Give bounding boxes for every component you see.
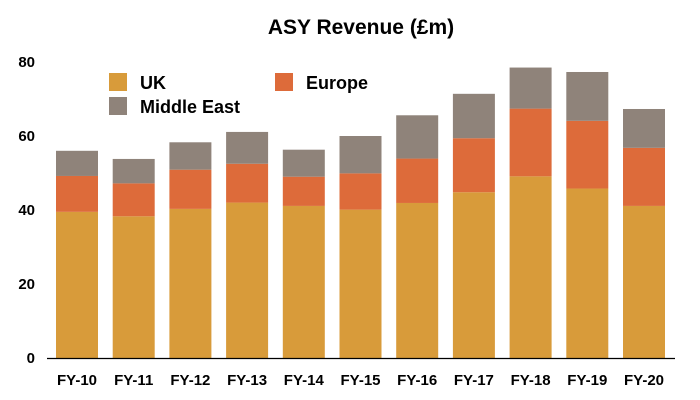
bar-segment-uk (56, 211, 98, 358)
x-tick-label: FY-20 (624, 372, 664, 389)
bar-segment-uk (566, 188, 609, 358)
legend-swatch (109, 73, 127, 91)
bar-segment-uk (623, 205, 665, 358)
x-tick-label: FY-12 (170, 372, 210, 389)
bar-segment-uk (509, 176, 552, 358)
bar-segment-europe (56, 175, 98, 212)
bar-segment-uk (112, 216, 155, 358)
bar-segment-europe (282, 176, 325, 206)
bar-segment-europe (566, 120, 609, 189)
bar-segment-uk (339, 209, 382, 358)
legend-label: Middle East (140, 97, 240, 117)
bar-segment-middle-east (452, 93, 495, 139)
bar-segment-europe (509, 108, 552, 177)
bar-segment-middle-east (566, 71, 609, 121)
bar-segment-europe (452, 138, 495, 193)
bar-segment-uk (396, 202, 439, 358)
x-tick-label: FY-10 (57, 372, 97, 389)
x-tick-label: FY-14 (284, 372, 325, 389)
x-axis-ticks: FY-10 FY-11 FY-12 FY-13 FY-14 FY-15 FY-16 FY-17… (57, 372, 664, 389)
y-axis-ticks: 0 20 40 60 80 (18, 54, 35, 367)
bar-segment-europe (112, 183, 155, 217)
bar-segment-middle-east (226, 131, 269, 164)
bar-segment-europe (226, 163, 269, 203)
bar-segment-europe (623, 147, 665, 206)
chart-title: ASY Revenue (£m) (268, 16, 454, 39)
y-tick-label: 60 (18, 128, 35, 145)
bar-segment-europe (339, 173, 382, 210)
x-tick-label: FY-11 (114, 372, 153, 389)
legend-label: UK (140, 73, 166, 93)
bar-segment-uk (452, 192, 495, 358)
bars (56, 67, 665, 358)
bar-segment-middle-east (282, 149, 325, 177)
bar-segment-uk (282, 205, 325, 358)
bar-segment-uk (169, 208, 212, 358)
y-tick-label: 0 (27, 350, 35, 367)
bar-segment-middle-east (112, 158, 155, 184)
x-tick-label: FY-16 (397, 372, 437, 389)
x-tick-label: FY-18 (511, 372, 551, 389)
bar-segment-middle-east (623, 108, 665, 148)
bar-segment-middle-east (339, 136, 382, 174)
x-tick-label: FY-19 (567, 372, 607, 389)
y-tick-label: 20 (18, 276, 35, 293)
legend-label: Europe (306, 73, 368, 93)
x-tick-label: FY-17 (454, 372, 494, 389)
bar-segment-europe (169, 169, 212, 209)
bar-segment-europe (396, 158, 439, 203)
x-tick-label: FY-15 (340, 372, 380, 389)
legend: UK Europe Middle East (109, 73, 368, 117)
legend-swatch (275, 73, 293, 91)
y-tick-label: 80 (18, 54, 35, 71)
bar-segment-uk (226, 202, 269, 358)
legend-swatch (109, 97, 127, 115)
bar-segment-middle-east (56, 150, 98, 176)
bar-segment-middle-east (169, 142, 212, 170)
bar-segment-middle-east (396, 115, 439, 159)
x-tick-label: FY-13 (227, 372, 267, 389)
y-tick-label: 40 (18, 202, 35, 219)
bar-segment-middle-east (509, 67, 552, 109)
